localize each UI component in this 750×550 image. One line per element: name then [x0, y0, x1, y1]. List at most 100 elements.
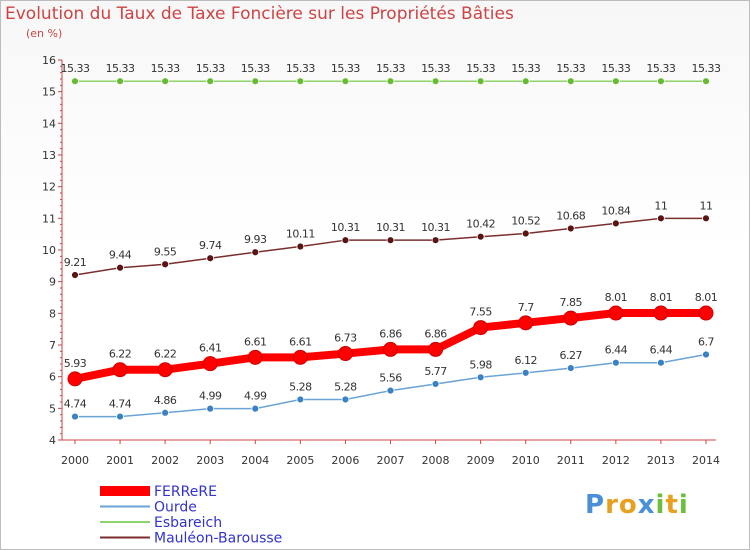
data-point	[702, 214, 710, 223]
legend-label-2: Esbareich	[154, 515, 222, 531]
x-tick-label: 2006	[331, 454, 359, 467]
data-point	[611, 358, 620, 367]
x-tick-label: 2003	[196, 454, 224, 467]
data-point	[251, 77, 260, 86]
data-point	[157, 362, 173, 378]
y-tick-label: 9	[49, 276, 56, 289]
y-tick-label: 6	[49, 371, 56, 384]
data-point	[296, 77, 305, 86]
data-point	[161, 77, 170, 86]
legend-label-1: Ourde	[154, 500, 197, 516]
data-label: 6.73	[334, 332, 357, 345]
data-label: 9.93	[244, 233, 267, 246]
data-point	[653, 305, 669, 321]
data-label: 6.44	[605, 344, 628, 357]
logo-letter: x	[637, 490, 656, 520]
data-point	[657, 214, 665, 223]
data-label: 8.01	[695, 291, 718, 304]
data-point	[611, 219, 620, 228]
data-label: 6.22	[154, 348, 177, 361]
data-label: 10.31	[421, 221, 450, 234]
data-point	[341, 77, 350, 86]
data-point	[296, 395, 305, 404]
data-label: 6.41	[199, 342, 222, 355]
data-point	[431, 236, 440, 245]
data-point	[112, 362, 128, 378]
y-tick-label: 4	[49, 434, 56, 447]
chart-title: Evolution du Taux de Taxe Foncière sur l…	[5, 4, 514, 24]
data-label: 15.33	[286, 62, 315, 75]
data-label: 5.56	[379, 372, 402, 385]
logo-letter: P	[585, 490, 606, 520]
data-point	[383, 341, 398, 357]
data-point	[566, 224, 575, 233]
data-label: 15.33	[466, 62, 495, 75]
data-label: 15.33	[511, 62, 540, 75]
data-label: 15.33	[151, 62, 180, 75]
data-label: 10.31	[376, 221, 405, 234]
logo-letter: i	[678, 490, 689, 520]
data-label: 15.33	[241, 62, 270, 75]
data-point	[386, 236, 395, 245]
data-label: 9.21	[64, 256, 87, 269]
data-label: 4.74	[109, 398, 132, 411]
data-label: 6.27	[560, 349, 583, 362]
x-tick-label: 2010	[512, 454, 540, 467]
data-label: 5.28	[334, 380, 357, 393]
legend-label-0: FERReRE	[154, 484, 217, 500]
data-point	[296, 242, 305, 251]
x-tick-label: 2011	[557, 454, 585, 467]
data-label: 5.77	[424, 365, 447, 378]
data-label: 11	[654, 199, 667, 212]
data-label: 15.33	[331, 62, 360, 75]
data-point	[341, 236, 350, 245]
data-label: 6.22	[109, 348, 132, 361]
data-label: 15.33	[106, 62, 135, 75]
data-label: 6.61	[244, 335, 267, 348]
data-label: 5.98	[469, 358, 492, 371]
data-point	[431, 77, 440, 86]
y-tick-label: 14	[42, 117, 56, 130]
data-point	[71, 77, 79, 86]
data-label: 4.74	[64, 398, 87, 411]
y-tick-label: 7	[49, 339, 56, 352]
data-label: 15.33	[196, 62, 225, 75]
data-label: 9.74	[199, 239, 222, 252]
y-tick-label: 15	[42, 86, 56, 99]
data-point	[341, 395, 350, 404]
data-point	[476, 77, 485, 86]
x-tick-label: 2012	[602, 454, 630, 467]
series-lines	[67, 77, 714, 421]
data-point	[202, 356, 218, 372]
data-label: 6.86	[424, 327, 447, 340]
data-label: 6.7	[698, 336, 714, 349]
data-point	[247, 349, 263, 365]
data-label: 15.33	[646, 62, 675, 75]
data-point	[563, 310, 579, 326]
data-point	[518, 315, 534, 331]
data-point	[161, 408, 170, 417]
data-point	[116, 412, 124, 421]
data-label: 10.42	[466, 218, 495, 231]
data-label: 8.01	[650, 291, 673, 304]
data-point	[698, 305, 714, 321]
x-tick-label: 2004	[241, 454, 269, 467]
unit-label: (en %)	[26, 27, 63, 40]
data-point	[116, 77, 124, 86]
proxiti-logo: Proxiti	[585, 490, 689, 520]
logo-letter: o	[618, 490, 638, 520]
data-label: 8.01	[605, 291, 628, 304]
data-label: 6.86	[379, 327, 402, 340]
data-point	[566, 77, 575, 86]
data-point	[476, 373, 485, 382]
data-label: 15.33	[692, 62, 721, 75]
data-label: 4.86	[154, 394, 177, 407]
data-label: 10.68	[556, 209, 585, 222]
data-label: 10.52	[511, 215, 540, 228]
data-point	[206, 77, 215, 86]
data-point	[657, 358, 665, 367]
y-tick-label: 13	[42, 149, 56, 162]
x-tick-label: 2009	[467, 454, 495, 467]
